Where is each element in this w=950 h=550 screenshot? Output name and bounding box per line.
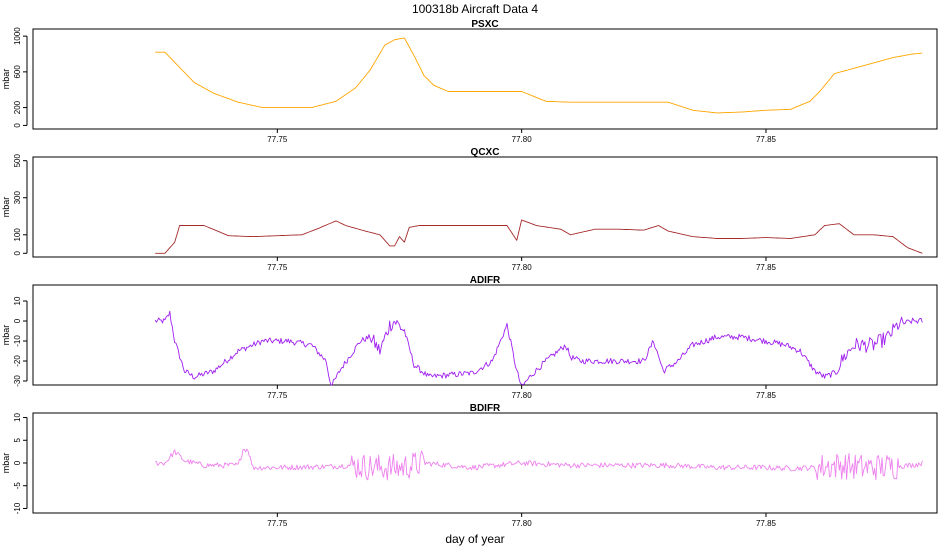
- y-tick-label: 10: [13, 296, 22, 305]
- panel-bdifr: BDIFR -10 -5 0 5 10 mbar 77.75 77.80 77.85: [1, 403, 938, 528]
- y-axis-label: mbar: [1, 325, 11, 346]
- panel-title: ADIFR: [470, 275, 501, 286]
- panel-title: BDIFR: [470, 403, 501, 414]
- y-tick-label: 300: [13, 191, 22, 205]
- y-tick-label: -5: [13, 482, 22, 490]
- panel-adifr: ADIFR -30 -20 -10 0 10 mbar 77.75 77.80 77.85: [1, 275, 938, 400]
- y-axis-label: mbar: [1, 197, 11, 218]
- y-tick-label: -30: [13, 375, 22, 387]
- y-tick-label: 0: [13, 251, 22, 256]
- plot-frame: [32, 28, 938, 130]
- x-tick-label: 77.85: [756, 263, 777, 272]
- y-tick-label: -10: [13, 335, 22, 347]
- y-tick-label: 600: [13, 65, 22, 79]
- plot-frame: [32, 284, 938, 386]
- y-tick-label: 100: [13, 228, 22, 242]
- panel-psxc: PSXC 0 200 600 1000 mbar 77.75 77.80 77.85: [1, 19, 938, 144]
- figure-title: 100318b Aircraft Data 4: [412, 2, 538, 16]
- y-tick-label: 500: [13, 153, 22, 167]
- x-tick-label: 77.75: [267, 135, 288, 144]
- x-tick-label: 77.80: [512, 263, 533, 272]
- x-tick-label: 77.85: [756, 519, 777, 528]
- y-tick-label: 5: [13, 437, 22, 442]
- y-tick-label: 200: [13, 100, 22, 114]
- y-axis-label: mbar: [1, 453, 11, 474]
- y-axis-label: mbar: [1, 69, 11, 90]
- y-tick-label: 10: [13, 413, 22, 422]
- x-tick-label: 77.75: [267, 391, 288, 400]
- panel-qcxc: QCXC 0 100 300 500 mbar 77.75 77.80 77.85: [1, 147, 938, 272]
- plot-frame: [32, 156, 938, 258]
- x-tick-label: 77.80: [512, 519, 533, 528]
- panel-title: PSXC: [471, 19, 498, 30]
- y-tick-label: 0: [13, 123, 22, 128]
- series-line-adifr: [154, 310, 923, 386]
- x-axis-label: day of year: [445, 532, 504, 546]
- panel-title: QCXC: [471, 147, 500, 158]
- y-tick-label: 1000: [13, 27, 22, 45]
- series-line-qcxc: [155, 219, 923, 254]
- x-tick-label: 77.85: [756, 391, 777, 400]
- x-tick-label: 77.80: [512, 391, 533, 400]
- y-tick-label: -10: [13, 502, 22, 514]
- y-tick-label: 0: [13, 318, 22, 323]
- x-tick-label: 77.80: [512, 135, 533, 144]
- x-tick-label: 77.75: [267, 263, 288, 272]
- series-line-bdifr: [155, 448, 923, 481]
- plot-frame: [32, 412, 938, 514]
- x-tick-label: 77.75: [267, 519, 288, 528]
- x-tick-label: 77.85: [756, 135, 777, 144]
- y-tick-label: 0: [13, 460, 22, 465]
- y-tick-label: -20: [13, 355, 22, 367]
- series-line-psxc: [155, 37, 923, 114]
